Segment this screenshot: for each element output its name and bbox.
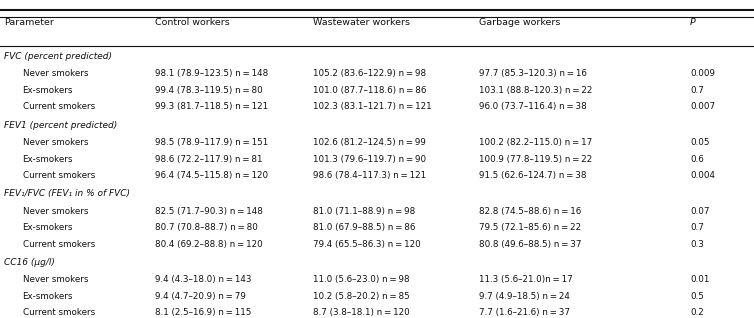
Text: Ex-smokers: Ex-smokers: [23, 155, 73, 163]
Text: 0.6: 0.6: [690, 155, 703, 163]
Text: 9.7 (4.9–18.5) n = 24: 9.7 (4.9–18.5) n = 24: [479, 292, 570, 301]
Text: 103.1 (88.8–120.3) n = 22: 103.1 (88.8–120.3) n = 22: [479, 86, 592, 95]
Text: 100.2 (82.2–115.0) n = 17: 100.2 (82.2–115.0) n = 17: [479, 138, 592, 147]
Text: 79.5 (72.1–85.6) n = 22: 79.5 (72.1–85.6) n = 22: [479, 223, 581, 232]
Text: 82.8 (74.5–88.6) n = 16: 82.8 (74.5–88.6) n = 16: [479, 207, 581, 216]
Text: Ex-smokers: Ex-smokers: [23, 86, 73, 95]
Text: 0.05: 0.05: [690, 138, 710, 147]
Text: 11.0 (5.6–23.0) n = 98: 11.0 (5.6–23.0) n = 98: [313, 275, 409, 284]
Text: 105.2 (83.6–122.9) n = 98: 105.2 (83.6–122.9) n = 98: [313, 69, 426, 78]
Text: 98.6 (78.4–117.3) n = 121: 98.6 (78.4–117.3) n = 121: [313, 171, 426, 180]
Text: Current smokers: Current smokers: [23, 240, 95, 249]
Text: 0.007: 0.007: [690, 102, 715, 111]
Text: 96.0 (73.7–116.4) n = 38: 96.0 (73.7–116.4) n = 38: [479, 102, 587, 111]
Text: 11.3 (5.6–21.0)n = 17: 11.3 (5.6–21.0)n = 17: [479, 275, 572, 284]
Text: 80.8 (49.6–88.5) n = 37: 80.8 (49.6–88.5) n = 37: [479, 240, 581, 249]
Text: 8.1 (2.5–16.9) n = 115: 8.1 (2.5–16.9) n = 115: [155, 308, 251, 317]
Text: 9.4 (4.3–18.0) n = 143: 9.4 (4.3–18.0) n = 143: [155, 275, 251, 284]
Text: 80.7 (70.8–88.7) n = 80: 80.7 (70.8–88.7) n = 80: [155, 223, 257, 232]
Text: 96.4 (74.5–115.8) n = 120: 96.4 (74.5–115.8) n = 120: [155, 171, 268, 180]
Text: 98.5 (78.9–117.9) n = 151: 98.5 (78.9–117.9) n = 151: [155, 138, 268, 147]
Text: 99.4 (78.3–119.5) n = 80: 99.4 (78.3–119.5) n = 80: [155, 86, 262, 95]
Text: Never smokers: Never smokers: [23, 138, 88, 147]
Text: Garbage workers: Garbage workers: [479, 18, 560, 27]
Text: FVC (percent predicted): FVC (percent predicted): [4, 52, 112, 61]
Text: 81.0 (71.1–88.9) n = 98: 81.0 (71.1–88.9) n = 98: [313, 207, 415, 216]
Text: Never smokers: Never smokers: [23, 69, 88, 78]
Text: 98.1 (78.9–123.5) n = 148: 98.1 (78.9–123.5) n = 148: [155, 69, 268, 78]
Text: 0.01: 0.01: [690, 275, 710, 284]
Text: 0.2: 0.2: [690, 308, 703, 317]
Text: P: P: [690, 18, 696, 27]
Text: 0.07: 0.07: [690, 207, 710, 216]
Text: 81.0 (67.9–88.5) n = 86: 81.0 (67.9–88.5) n = 86: [313, 223, 415, 232]
Text: 0.009: 0.009: [690, 69, 715, 78]
Text: 98.6 (72.2–117.9) n = 81: 98.6 (72.2–117.9) n = 81: [155, 155, 262, 163]
Text: Current smokers: Current smokers: [23, 308, 95, 317]
Text: 0.5: 0.5: [690, 292, 703, 301]
Text: 102.3 (83.1–121.7) n = 121: 102.3 (83.1–121.7) n = 121: [313, 102, 431, 111]
Text: 101.3 (79.6–119.7) n = 90: 101.3 (79.6–119.7) n = 90: [313, 155, 426, 163]
Text: Ex-smokers: Ex-smokers: [23, 292, 73, 301]
Text: 10.2 (5.8–20.2) n = 85: 10.2 (5.8–20.2) n = 85: [313, 292, 409, 301]
Text: 97.7 (85.3–120.3) n = 16: 97.7 (85.3–120.3) n = 16: [479, 69, 587, 78]
Text: 0.3: 0.3: [690, 240, 703, 249]
Text: Never smokers: Never smokers: [23, 275, 88, 284]
Text: 99.3 (81.7–118.5) n = 121: 99.3 (81.7–118.5) n = 121: [155, 102, 268, 111]
Text: Current smokers: Current smokers: [23, 171, 95, 180]
Text: Control workers: Control workers: [155, 18, 229, 27]
Text: Parameter: Parameter: [4, 18, 54, 27]
Text: 101.0 (87.7–118.6) n = 86: 101.0 (87.7–118.6) n = 86: [313, 86, 426, 95]
Text: 9.4 (4.7–20.9) n = 79: 9.4 (4.7–20.9) n = 79: [155, 292, 246, 301]
Text: FEV₁/FVC (FEV₁ in % of FVC): FEV₁/FVC (FEV₁ in % of FVC): [4, 189, 130, 198]
Text: 0.004: 0.004: [690, 171, 715, 180]
Text: CC16 (μg/l): CC16 (μg/l): [4, 258, 54, 267]
Text: Ex-smokers: Ex-smokers: [23, 223, 73, 232]
Text: Never smokers: Never smokers: [23, 207, 88, 216]
Text: Current smokers: Current smokers: [23, 102, 95, 111]
Text: 79.4 (65.5–86.3) n = 120: 79.4 (65.5–86.3) n = 120: [313, 240, 421, 249]
Text: 91.5 (62.6–124.7) n = 38: 91.5 (62.6–124.7) n = 38: [479, 171, 587, 180]
Text: 8.7 (3.8–18.1) n = 120: 8.7 (3.8–18.1) n = 120: [313, 308, 409, 317]
Text: FEV1 (percent predicted): FEV1 (percent predicted): [4, 121, 117, 129]
Text: 0.7: 0.7: [690, 86, 703, 95]
Text: 0.7: 0.7: [690, 223, 703, 232]
Text: 100.9 (77.8–119.5) n = 22: 100.9 (77.8–119.5) n = 22: [479, 155, 592, 163]
Text: 80.4 (69.2–88.8) n = 120: 80.4 (69.2–88.8) n = 120: [155, 240, 262, 249]
Text: 7.7 (1.6–21.6) n = 37: 7.7 (1.6–21.6) n = 37: [479, 308, 570, 317]
Text: Wastewater workers: Wastewater workers: [313, 18, 410, 27]
Text: 102.6 (81.2–124.5) n = 99: 102.6 (81.2–124.5) n = 99: [313, 138, 426, 147]
Text: 82.5 (71.7–90.3) n = 148: 82.5 (71.7–90.3) n = 148: [155, 207, 262, 216]
